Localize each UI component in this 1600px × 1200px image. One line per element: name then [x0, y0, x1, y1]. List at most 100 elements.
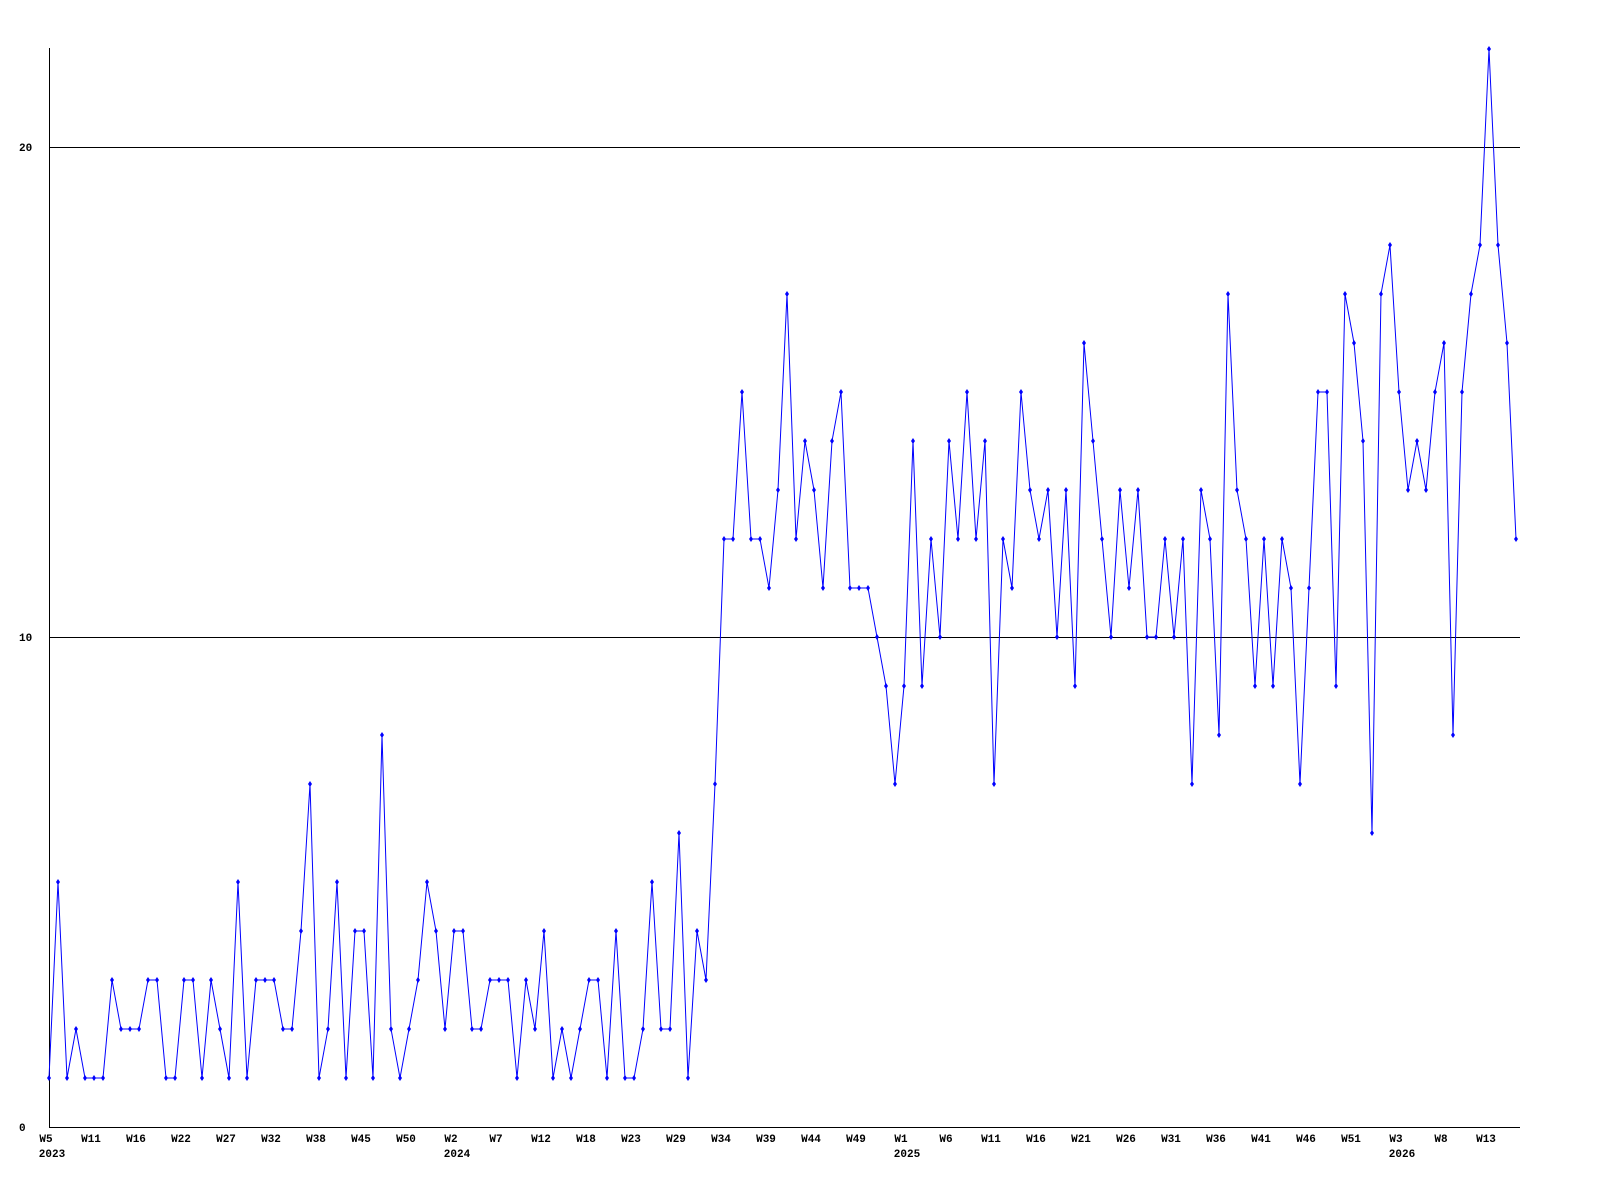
data-point	[1244, 536, 1248, 542]
data-point	[839, 389, 843, 395]
data-point	[821, 585, 825, 591]
data-point	[308, 781, 312, 787]
data-point	[524, 977, 528, 983]
data-point	[983, 438, 987, 444]
data-point	[938, 634, 942, 640]
data-point	[1154, 634, 1158, 640]
data-point	[497, 977, 501, 983]
data-point	[929, 536, 933, 542]
data-point	[1073, 683, 1077, 689]
data-point	[1226, 291, 1230, 297]
data-point	[1487, 46, 1491, 52]
data-point	[1433, 389, 1437, 395]
data-point	[1145, 634, 1149, 640]
x-tick-label: W16	[1026, 1134, 1046, 1146]
data-point	[650, 879, 654, 885]
gridlines	[49, 147, 1520, 638]
data-point	[731, 536, 735, 542]
data-point	[1136, 487, 1140, 493]
data-point	[200, 1075, 204, 1081]
data-point	[299, 928, 303, 934]
data-point	[884, 683, 888, 689]
data-point	[569, 1075, 573, 1081]
data-point	[1082, 340, 1086, 346]
data-point	[614, 928, 618, 934]
data-point	[452, 928, 456, 934]
data-point	[254, 977, 258, 983]
data-point	[794, 536, 798, 542]
data-point	[1100, 536, 1104, 542]
x-tick-label: W11	[981, 1134, 1001, 1146]
data-point	[1325, 389, 1329, 395]
data-point	[623, 1075, 627, 1081]
data-point	[902, 683, 906, 689]
data-point	[911, 438, 915, 444]
data-point	[659, 1026, 663, 1032]
data-point	[803, 438, 807, 444]
data-point	[344, 1075, 348, 1081]
data-point	[749, 536, 753, 542]
axes	[49, 48, 1520, 1128]
x-tick-label: W1	[894, 1134, 908, 1146]
data-point	[785, 291, 789, 297]
data-point	[83, 1075, 87, 1081]
data-point	[542, 928, 546, 934]
data-point	[281, 1026, 285, 1032]
data-point	[362, 928, 366, 934]
x-tick-label: W26	[1116, 1134, 1136, 1146]
data-point	[470, 1026, 474, 1032]
data-point	[380, 732, 384, 738]
data-point	[767, 585, 771, 591]
data-point	[812, 487, 816, 493]
data-point	[1199, 487, 1203, 493]
data-point	[560, 1026, 564, 1032]
x-tick-label: W18	[576, 1134, 596, 1146]
data-point	[119, 1026, 123, 1032]
data-point	[371, 1075, 375, 1081]
data-point	[866, 585, 870, 591]
data-point	[434, 928, 438, 934]
data-point	[164, 1075, 168, 1081]
data-point	[1316, 389, 1320, 395]
data-point	[1334, 683, 1338, 689]
year-label: 2023	[39, 1149, 66, 1161]
data-point	[1307, 585, 1311, 591]
x-tick-label: W34	[711, 1134, 731, 1146]
x-tick-label: W6	[939, 1134, 952, 1146]
data-point	[848, 585, 852, 591]
x-tick-label: W5	[39, 1134, 53, 1146]
data-point	[353, 928, 357, 934]
data-point	[1352, 340, 1356, 346]
x-tick-label: W38	[306, 1134, 326, 1146]
x-tick-label: W22	[171, 1134, 191, 1146]
x-tick-label: W21	[1071, 1134, 1091, 1146]
data-point	[128, 1026, 132, 1032]
data-point	[965, 389, 969, 395]
data-point	[668, 1026, 672, 1032]
data-point	[92, 1075, 96, 1081]
data-point	[1163, 536, 1167, 542]
data-point	[407, 1026, 411, 1032]
data-point	[1298, 781, 1302, 787]
data-point	[155, 977, 159, 983]
data-point	[974, 536, 978, 542]
year-label: 2026	[1389, 1149, 1415, 1161]
data-point	[641, 1026, 645, 1032]
data-point	[335, 879, 339, 885]
data-point	[1181, 536, 1185, 542]
x-tick-labels: W5 W11 W16 W22 W27 W32 W38 W45 W50 W2 W7 W12 W18 W23 W…	[39, 1134, 1496, 1161]
y-tick-label: 0	[19, 1123, 26, 1135]
data-point	[146, 977, 150, 983]
data-point	[461, 928, 465, 934]
data-point	[920, 683, 924, 689]
data-point	[857, 585, 861, 591]
data-point	[1379, 291, 1383, 297]
data-point	[1262, 536, 1266, 542]
x-tick-label: W3	[1389, 1134, 1403, 1146]
data-point	[479, 1026, 483, 1032]
y-tick-labels: 0 10 20	[19, 143, 32, 1135]
x-tick-label: W50	[396, 1134, 416, 1146]
data-point	[47, 1075, 51, 1081]
year-label: 2024	[444, 1149, 471, 1161]
data-point	[227, 1075, 231, 1081]
